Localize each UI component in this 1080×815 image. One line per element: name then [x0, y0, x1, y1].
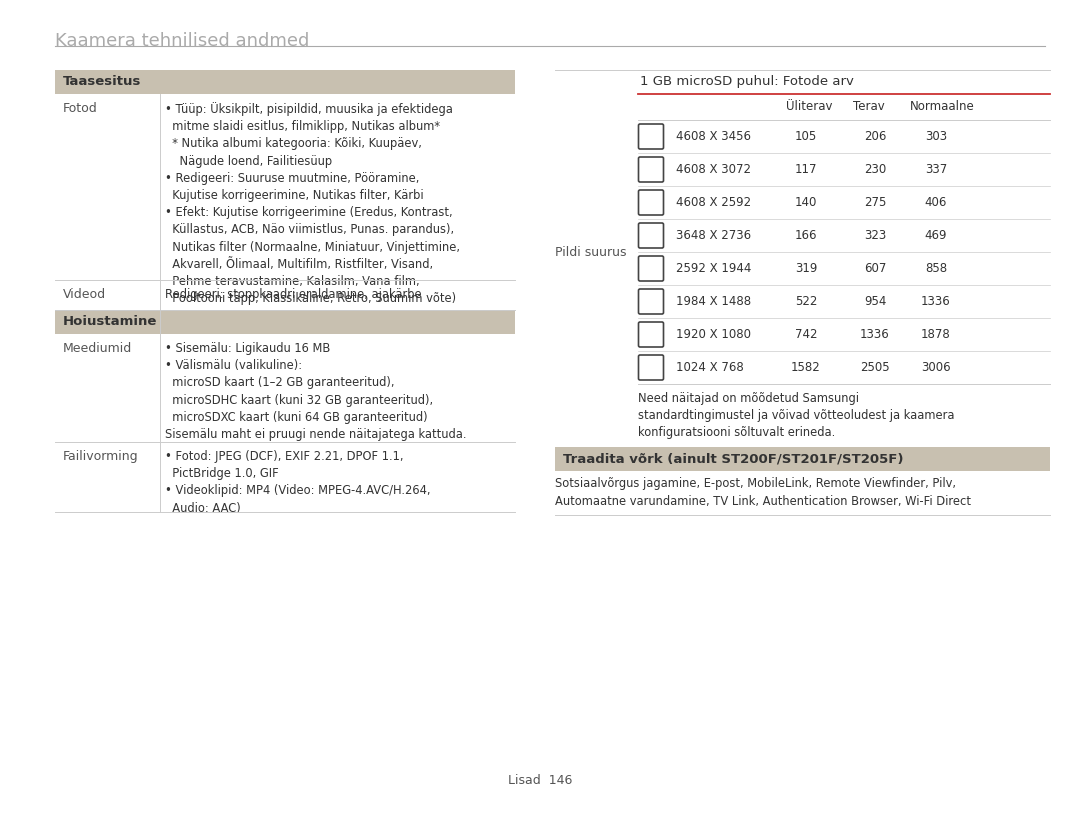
Text: 1984 X 1488: 1984 X 1488	[676, 295, 751, 308]
Text: 1582: 1582	[792, 361, 821, 374]
Text: 742: 742	[795, 328, 818, 341]
Text: 858: 858	[924, 262, 947, 275]
Text: 4608 X 3072: 4608 X 3072	[676, 163, 751, 176]
Text: 319: 319	[795, 262, 818, 275]
Text: 2505: 2505	[860, 361, 890, 374]
Text: 4608 X 3456: 4608 X 3456	[676, 130, 751, 143]
Text: Failivorming: Failivorming	[63, 450, 138, 463]
FancyBboxPatch shape	[638, 289, 663, 314]
Text: 522: 522	[795, 295, 818, 308]
Text: 303: 303	[924, 130, 947, 143]
Text: Meediumid: Meediumid	[63, 342, 132, 355]
Text: Redigeeri: stoppkaadri eraldamine, ajakärbe: Redigeeri: stoppkaadri eraldamine, ajakä…	[165, 288, 421, 301]
FancyBboxPatch shape	[638, 256, 663, 281]
Text: 1024 X 768: 1024 X 768	[676, 361, 744, 374]
Text: 1336: 1336	[860, 328, 890, 341]
Text: 166: 166	[795, 229, 818, 242]
Text: 206: 206	[864, 130, 887, 143]
Text: Üliterav: Üliterav	[786, 100, 833, 113]
Text: Traadita võrk (ainult ST200F/ST201F/ST205F): Traadita võrk (ainult ST200F/ST201F/ST20…	[563, 452, 904, 465]
Text: Lisad  146: Lisad 146	[508, 774, 572, 787]
FancyBboxPatch shape	[638, 190, 663, 215]
Text: Sotsiaalvõrgus jagamine, E-post, MobileLink, Remote Viewfinder, Pilv,
Automaatne: Sotsiaalvõrgus jagamine, E-post, MobileL…	[555, 477, 971, 508]
Text: 105: 105	[795, 130, 818, 143]
Text: Hoiustamine: Hoiustamine	[63, 315, 158, 328]
Text: 5м: 5м	[646, 264, 657, 273]
Text: Terav: Terav	[853, 100, 885, 113]
Text: 337: 337	[924, 163, 947, 176]
Text: • Sisemälu: Ligikaudu 16 MB
• Välismälu (valikuline):
  microSD kaart (1–2 GB ga: • Sisemälu: Ligikaudu 16 MB • Välismälu …	[165, 342, 467, 441]
Text: 140: 140	[795, 196, 818, 209]
Text: 1878: 1878	[921, 328, 950, 341]
FancyBboxPatch shape	[638, 355, 663, 380]
Text: Pildi suurus: Pildi suurus	[555, 245, 626, 258]
Text: 469: 469	[924, 229, 947, 242]
Text: • Fotod: JPEG (DCF), EXIF 2.21, DPOF 1.1,
  PictBridge 1.0, GIF
• Videoklipid: M: • Fotod: JPEG (DCF), EXIF 2.21, DPOF 1.1…	[165, 450, 431, 514]
Text: 3648 X 2736: 3648 X 2736	[676, 229, 751, 242]
Text: 323: 323	[864, 229, 886, 242]
Text: 406: 406	[924, 196, 947, 209]
Bar	[55, 70, 515, 94]
Text: Taasesitus: Taasesitus	[63, 75, 141, 88]
FancyBboxPatch shape	[638, 124, 663, 149]
Bar	[55, 310, 515, 334]
Text: 954: 954	[864, 295, 887, 308]
Text: 16м: 16м	[643, 132, 660, 141]
Text: 4608 X 2592: 4608 X 2592	[676, 196, 751, 209]
Text: 2592 X 1944: 2592 X 1944	[676, 262, 752, 275]
Text: 2м: 2м	[645, 330, 657, 339]
Text: 117: 117	[795, 163, 818, 176]
Text: 1336: 1336	[921, 295, 950, 308]
Text: 3м: 3м	[645, 297, 657, 306]
Text: Normaalne: Normaalne	[910, 100, 975, 113]
Text: 12м: 12м	[643, 198, 660, 207]
Text: 1920 X 1080: 1920 X 1080	[676, 328, 751, 341]
Text: 275: 275	[864, 196, 887, 209]
Text: Need näitajad on mõõdetud Samsungi
standardtingimustel ja võivad võtteoludest ja: Need näitajad on mõõdetud Samsungi stand…	[638, 392, 955, 439]
FancyBboxPatch shape	[638, 157, 663, 182]
Text: 607: 607	[864, 262, 887, 275]
Text: Videod: Videod	[63, 288, 106, 301]
Text: • Tüüp: Üksikpilt, pisipildid, muusika ja efektidega
  mitme slaidi esitlus, fil: • Tüüp: Üksikpilt, pisipildid, muusika j…	[165, 102, 460, 305]
Text: Fotod: Fotod	[63, 102, 98, 115]
Text: 230: 230	[864, 163, 886, 176]
Text: Kaamera tehnilised andmed: Kaamera tehnilised andmed	[55, 32, 309, 50]
Text: 3006: 3006	[921, 361, 950, 374]
Text: 1м: 1м	[645, 363, 657, 372]
FancyBboxPatch shape	[638, 223, 663, 248]
FancyBboxPatch shape	[638, 322, 663, 347]
Bar	[555, 447, 1050, 471]
Text: 14мр: 14мр	[639, 165, 662, 174]
Text: 1 GB microSD puhul: Fotode arv: 1 GB microSD puhul: Fotode arv	[640, 75, 854, 88]
Text: 10м: 10м	[643, 231, 660, 240]
